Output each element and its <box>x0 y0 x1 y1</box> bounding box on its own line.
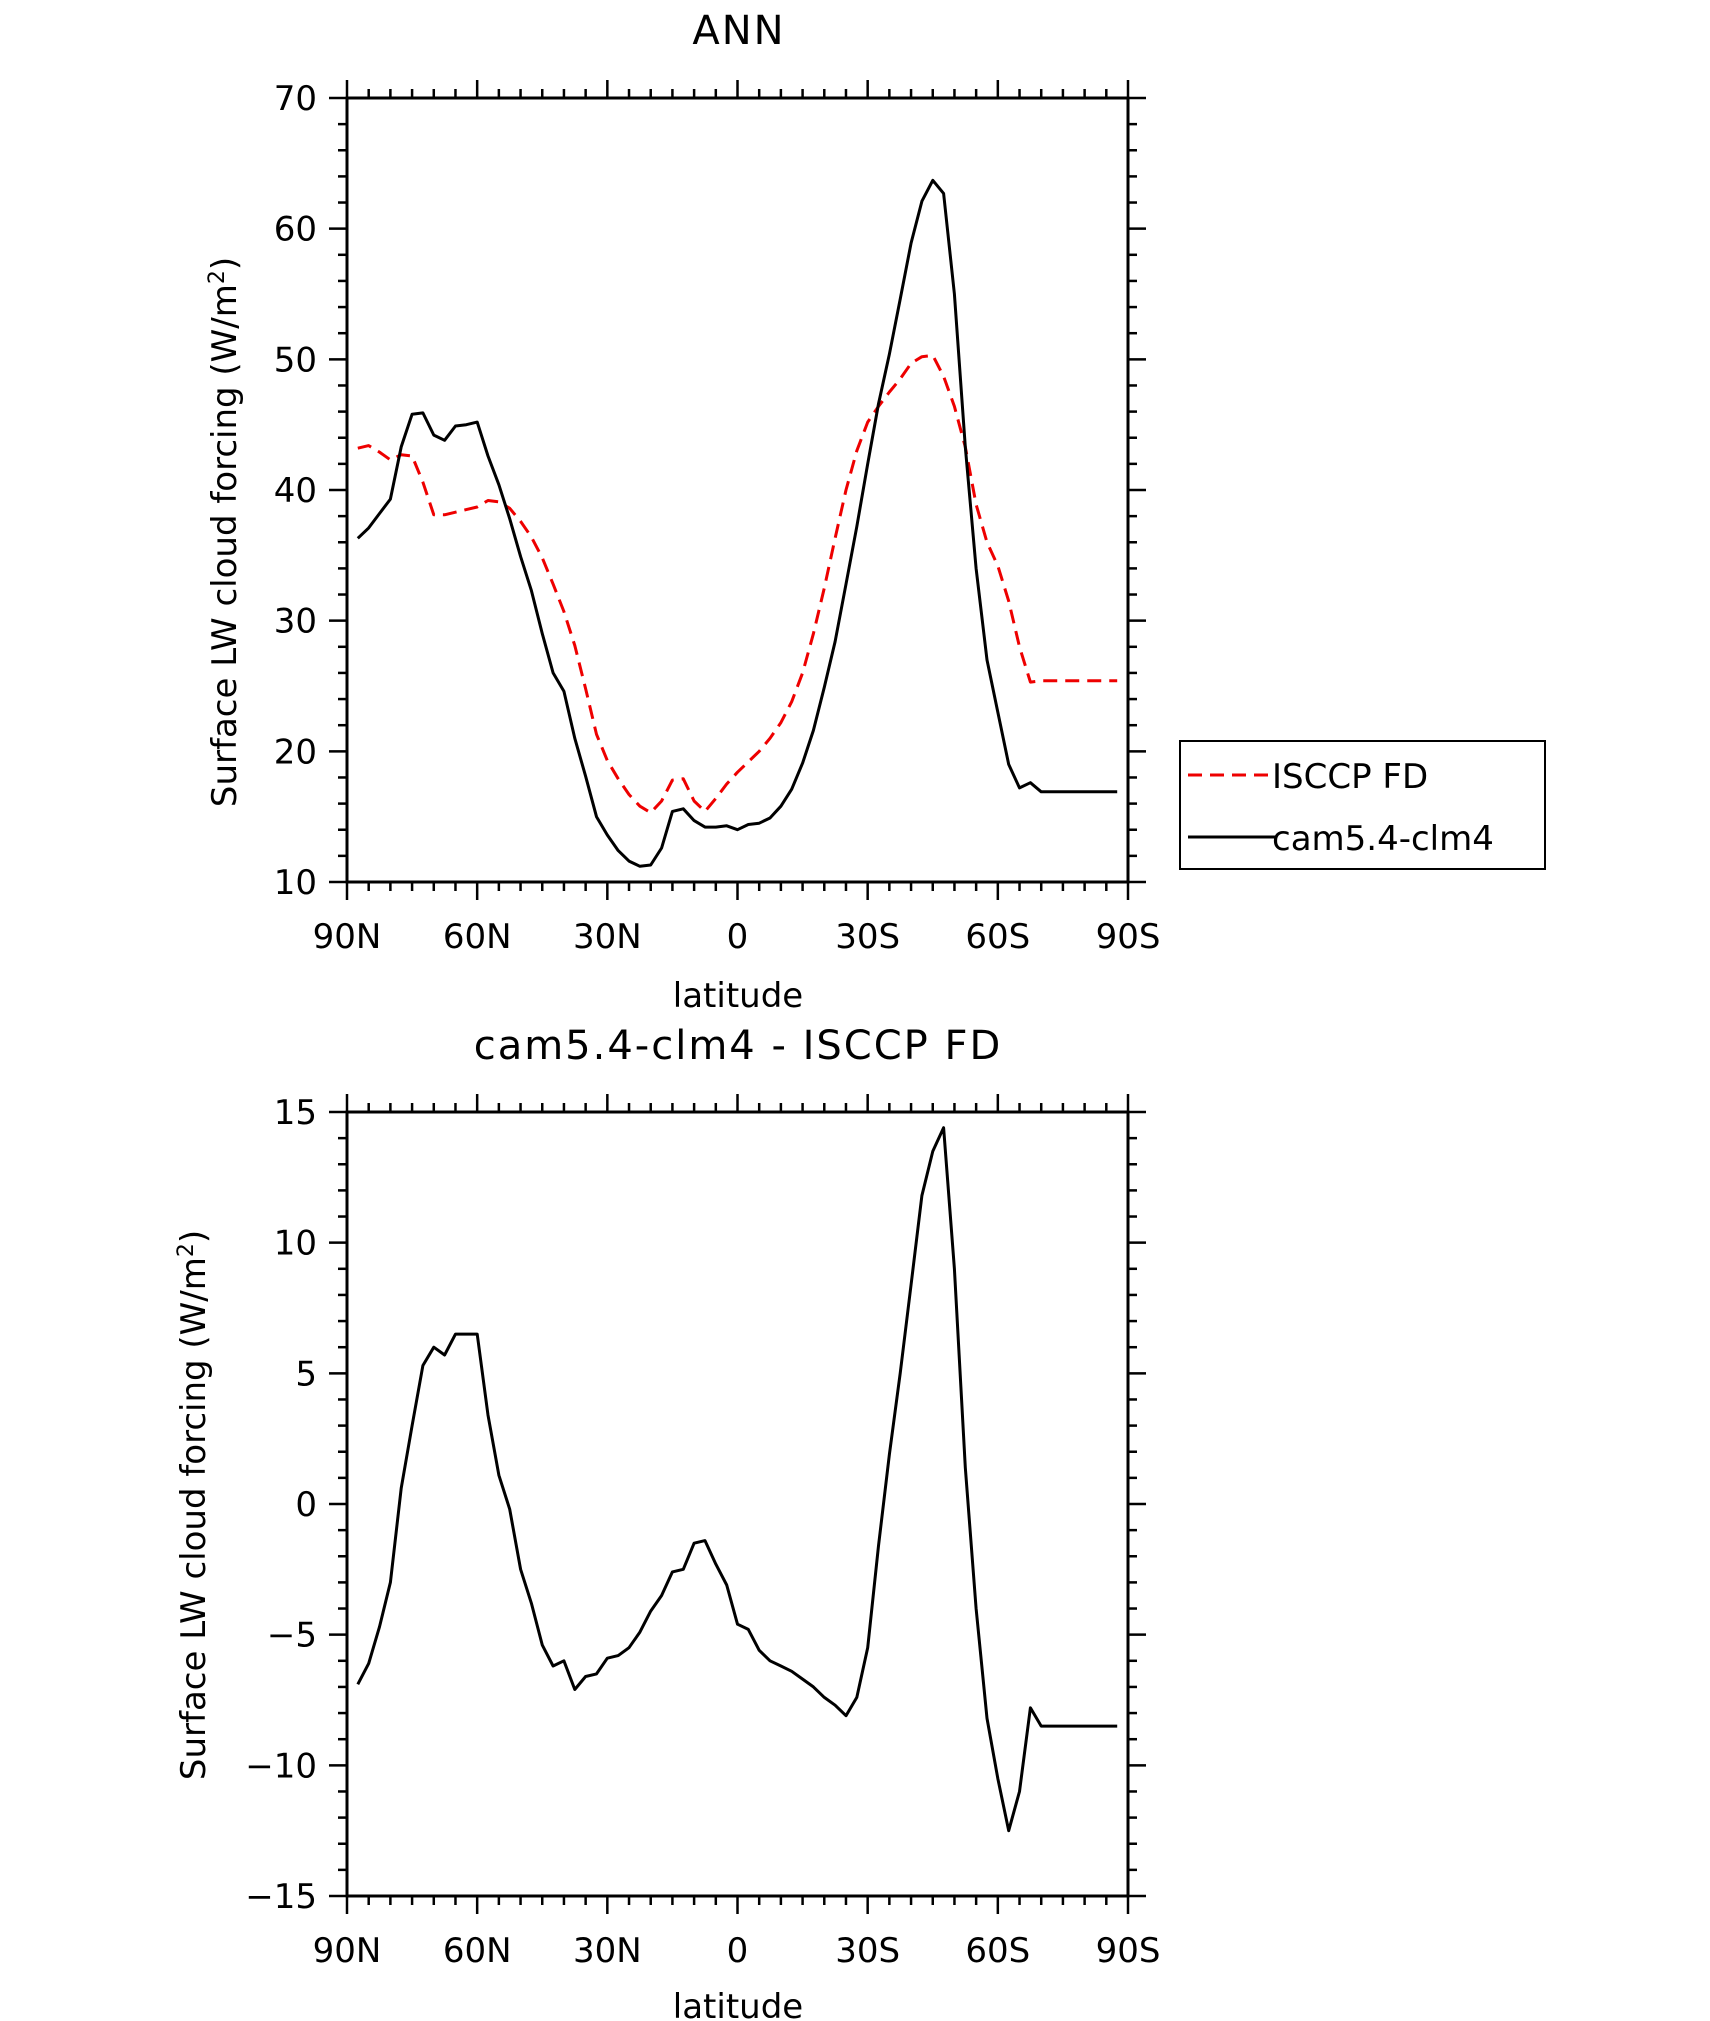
chart-title: cam5.4-clm4 - ISCCP FD <box>474 1023 1003 1069</box>
y-tick-labels: 15 10 5 0 −5 −10 −15 <box>245 1093 317 1917</box>
x-tick-label: 30N <box>573 1931 642 1971</box>
legend: ISCCP FD cam5.4-clm4 <box>1179 740 1546 870</box>
x-tick-labels: 90N 60N 30N 0 30S 60S 90S <box>313 917 1161 957</box>
top-chart: ANN 90N 60N 30N 0 30S 60S 90S 10 20 30 40 50 60 70 l… <box>205 8 1546 1016</box>
x-tick-label: 90S <box>1096 1931 1161 1971</box>
y-tick-label: 20 <box>274 732 317 772</box>
y-axis-label: Surface LW cloud forcing (W/m2) <box>205 257 245 807</box>
legend-label-isccp: ISCCP FD <box>1272 757 1428 797</box>
y-tick-label: −5 <box>267 1616 317 1656</box>
axis-ticks <box>329 1094 1146 1914</box>
y-tick-label: 15 <box>274 1093 317 1133</box>
x-tick-label: 0 <box>727 917 749 957</box>
y-tick-label: 10 <box>274 1224 317 1264</box>
bottom-chart: cam5.4-clm4 - ISCCP FD 90N 60N 30N 0 30S 60S 9… <box>174 1023 1160 2021</box>
legend-box <box>1179 740 1546 870</box>
y-tick-label: 0 <box>295 1485 317 1525</box>
axis-ticks <box>329 80 1146 900</box>
chart-title: ANN <box>692 8 785 54</box>
series-line-0 <box>357 353 1118 815</box>
y-tick-label: 50 <box>274 340 317 380</box>
y-tick-labels: 10 20 30 40 50 60 70 <box>274 79 317 903</box>
x-tick-label: 90S <box>1096 917 1161 957</box>
y-tick-label: 30 <box>274 602 317 642</box>
x-tick-label: 30S <box>835 1931 900 1971</box>
x-tick-label: 0 <box>727 1931 749 1971</box>
series-line-1 <box>356 178 1118 868</box>
plot-lines <box>356 178 1118 868</box>
y-tick-label: −10 <box>245 1746 317 1786</box>
series-line-0 <box>356 1126 1118 1833</box>
y-tick-label: 10 <box>274 863 317 903</box>
y-tick-label: 40 <box>274 471 317 511</box>
x-tick-label: 60N <box>443 917 512 957</box>
y-tick-label: 60 <box>274 210 317 250</box>
y-tick-label: 5 <box>295 1354 317 1394</box>
x-tick-label: 90N <box>313 1931 382 1971</box>
plot-frame <box>345 96 1130 884</box>
y-tick-label: 70 <box>274 79 317 119</box>
x-axis-label: latitude <box>673 1987 803 2021</box>
x-tick-label: 30S <box>835 917 900 957</box>
plot-frame <box>345 1110 1130 1898</box>
legend-label-cam: cam5.4-clm4 <box>1272 819 1494 859</box>
x-axis-label: latitude <box>673 976 803 1016</box>
x-tick-label: 30N <box>573 917 642 957</box>
x-tick-labels: 90N 60N 30N 0 30S 60S 90S <box>313 1931 1161 1971</box>
x-tick-label: 90N <box>313 917 382 957</box>
y-tick-label: −15 <box>245 1877 317 1917</box>
x-tick-label: 60S <box>965 1931 1030 1971</box>
plot-lines <box>356 1126 1118 1833</box>
x-tick-label: 60S <box>965 917 1030 957</box>
x-tick-label: 60N <box>443 1931 512 1971</box>
y-axis-label: Surface LW cloud forcing (W/m2) <box>174 1230 214 1780</box>
